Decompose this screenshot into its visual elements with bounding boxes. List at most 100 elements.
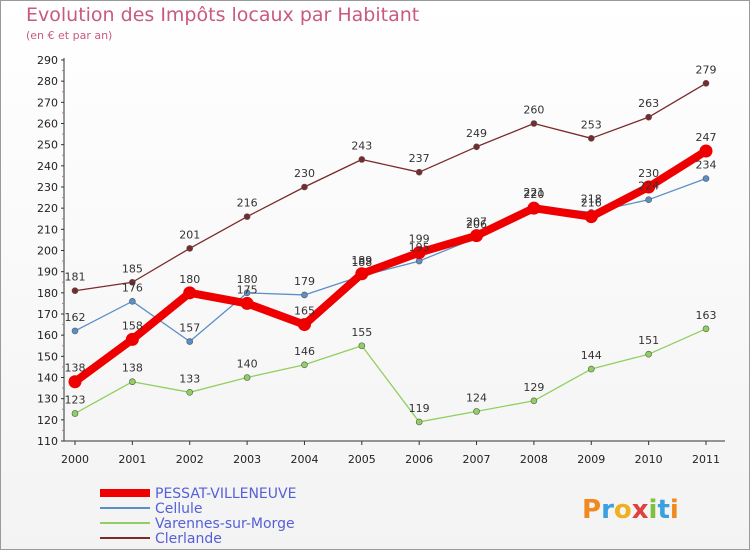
data-point xyxy=(642,180,656,194)
data-label: 181 xyxy=(65,271,86,284)
x-tick-label: 2011 xyxy=(692,453,720,466)
data-label: 129 xyxy=(523,381,544,394)
data-label: 162 xyxy=(65,311,86,324)
data-label: 179 xyxy=(294,275,315,288)
data-point xyxy=(301,183,308,191)
data-label: 133 xyxy=(179,372,200,385)
legend-label-1: Cellule xyxy=(155,501,203,517)
data-label: 224 xyxy=(638,180,659,193)
data-point xyxy=(183,286,197,300)
data-label: 237 xyxy=(409,152,430,165)
y-tick-label: 120 xyxy=(37,414,58,427)
data-label: 138 xyxy=(122,362,143,375)
data-point xyxy=(243,374,251,381)
data-label: 151 xyxy=(638,334,659,347)
y-tick-label: 170 xyxy=(37,308,58,321)
data-point xyxy=(527,201,541,215)
data-label: 230 xyxy=(294,167,315,180)
legend-label-3: Clerlande xyxy=(155,531,222,547)
y-tick-label: 150 xyxy=(37,350,58,363)
data-point xyxy=(125,332,139,346)
data-point xyxy=(297,318,311,332)
logo-letter: t xyxy=(657,495,669,525)
data-label: 230 xyxy=(638,167,659,180)
y-tick-label: 260 xyxy=(37,118,58,131)
x-tick-label: 2005 xyxy=(348,453,376,466)
legend-label-2: Varennes-sur-Morge xyxy=(155,516,295,532)
data-point xyxy=(702,79,710,87)
data-label: 180 xyxy=(237,273,258,286)
x-tick-label: 2003 xyxy=(233,453,261,466)
data-label: 260 xyxy=(523,104,544,117)
data-label: 180 xyxy=(179,273,200,286)
data-label: 220 xyxy=(523,188,544,201)
data-point xyxy=(243,289,251,297)
data-label: 158 xyxy=(122,319,143,332)
data-label: 221 xyxy=(523,186,544,199)
logo-letter: i xyxy=(649,495,658,525)
logo-letter: x xyxy=(632,495,649,525)
data-point xyxy=(129,297,136,305)
y-tick-label: 130 xyxy=(37,393,58,406)
data-point xyxy=(71,327,79,335)
data-point xyxy=(530,397,538,405)
x-tick-label: 2001 xyxy=(118,453,146,466)
chart-subtitle: (en € et par an) xyxy=(26,29,113,42)
data-label: 199 xyxy=(409,233,430,246)
x-tick-label: 2006 xyxy=(405,453,433,466)
y-tick-label: 280 xyxy=(37,75,58,88)
data-point xyxy=(358,342,366,350)
data-point xyxy=(355,267,369,281)
series-line-3 xyxy=(74,82,707,292)
logo-letter: i xyxy=(670,495,679,525)
x-tick-label: 2010 xyxy=(635,453,663,466)
data-point xyxy=(186,389,194,396)
y-tick-label: 230 xyxy=(37,181,58,194)
data-label: 247 xyxy=(696,131,717,144)
data-label: 185 xyxy=(122,262,143,275)
y-tick-label: 290 xyxy=(37,54,58,67)
data-label: 253 xyxy=(581,118,602,131)
data-point xyxy=(645,196,652,203)
y-tick-label: 140 xyxy=(37,372,58,385)
y-tick-label: 250 xyxy=(37,139,58,152)
data-label: 123 xyxy=(65,393,86,406)
y-tick-label: 220 xyxy=(37,202,58,215)
data-point xyxy=(530,120,538,127)
data-point xyxy=(473,408,480,415)
data-label: 279 xyxy=(696,63,717,76)
data-label: 249 xyxy=(466,127,487,140)
data-label: 146 xyxy=(294,345,315,358)
data-point xyxy=(301,291,308,299)
data-label: 188 xyxy=(351,256,372,269)
data-point xyxy=(240,296,254,310)
data-label: 195 xyxy=(409,241,430,254)
data-label: 176 xyxy=(122,281,143,294)
data-label: 124 xyxy=(466,391,487,404)
logo-letter: P xyxy=(582,495,601,525)
x-tick-label: 2007 xyxy=(463,453,491,466)
data-label: 207 xyxy=(466,216,487,229)
y-tick-label: 180 xyxy=(37,287,58,300)
data-point xyxy=(415,418,423,426)
data-point xyxy=(412,246,426,260)
y-tick-label: 210 xyxy=(37,223,58,236)
proxiti-logo: Proxiti xyxy=(582,495,679,525)
series-line-0 xyxy=(71,147,710,386)
data-point xyxy=(243,213,251,220)
data-label: 218 xyxy=(581,192,602,205)
data-label: 216 xyxy=(581,197,602,210)
data-point xyxy=(301,361,308,369)
data-label: 234 xyxy=(696,159,717,172)
legend-label-0: PESSAT-VILLENEUVE xyxy=(155,486,296,502)
x-tick-label: 2000 xyxy=(61,453,89,466)
data-point xyxy=(470,229,484,243)
logo-letter: o xyxy=(614,495,632,525)
chart-title: Evolution des Impôts locaux par Habitant xyxy=(26,4,420,26)
data-point xyxy=(702,325,710,333)
data-point xyxy=(129,378,136,386)
y-tick-label: 200 xyxy=(37,245,58,258)
data-point xyxy=(358,156,366,163)
